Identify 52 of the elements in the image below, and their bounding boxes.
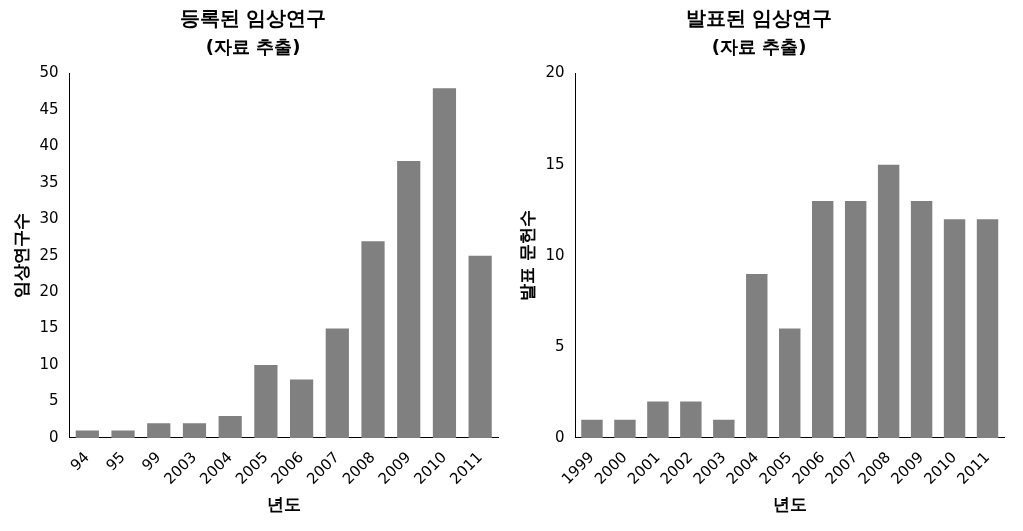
bar — [680, 401, 702, 438]
y-tick-label: 5 — [48, 391, 59, 410]
bar — [647, 401, 669, 438]
chart-title: 발표된 임상연구 — [685, 6, 833, 31]
x-tick-label: 94 — [66, 448, 93, 475]
bar — [877, 164, 900, 438]
x-axis-title: 년도 — [772, 494, 807, 515]
x-axis-title: 년도 — [266, 494, 301, 515]
y-tick-label: 20 — [39, 282, 59, 301]
bar — [779, 328, 801, 438]
bar — [111, 430, 135, 438]
y-tick-label: 15 — [39, 318, 59, 337]
bar — [614, 419, 636, 438]
bar — [468, 255, 492, 438]
y-tick-label: 5 — [554, 336, 565, 355]
bar — [581, 419, 603, 438]
bar — [943, 219, 966, 438]
y-tick-label: 0 — [48, 427, 59, 446]
y-axis-title: 발표 문헌수 — [516, 210, 537, 302]
y-tick-label: 0 — [554, 427, 565, 446]
bar — [75, 430, 99, 438]
bar — [432, 88, 457, 438]
bar — [910, 201, 933, 438]
chart-title: 등록된 임상연구 — [179, 6, 327, 31]
bar — [844, 201, 867, 438]
bar — [218, 416, 242, 438]
y-tick-label: 35 — [39, 172, 59, 191]
y-tick-label: 50 — [39, 63, 59, 82]
chart-subtitle: (자료 추출) — [205, 36, 301, 58]
chart-subtitle: (자료 추출) — [711, 36, 807, 58]
bar — [325, 328, 349, 438]
y-tick-label: 15 — [545, 154, 565, 173]
bar — [713, 419, 735, 438]
y-tick-label: 10 — [545, 245, 565, 264]
bar — [976, 219, 999, 438]
bar — [811, 201, 834, 438]
x-tick-label: 99 — [138, 448, 165, 475]
y-tick-label: 30 — [39, 209, 59, 228]
bar — [397, 161, 421, 438]
y-tick-label: 40 — [39, 136, 59, 155]
y-tick-label: 25 — [39, 245, 59, 264]
bar — [746, 273, 768, 438]
y-tick-label: 20 — [545, 63, 565, 82]
x-tick-label: 95 — [102, 448, 129, 475]
bar — [147, 423, 171, 438]
bar — [254, 365, 278, 438]
bar — [182, 423, 207, 438]
y-axis-title: 임상연구수 — [10, 213, 31, 299]
y-tick-label: 45 — [39, 99, 59, 118]
bar — [361, 241, 385, 438]
bar — [289, 379, 314, 438]
y-tick-label: 10 — [39, 354, 59, 373]
